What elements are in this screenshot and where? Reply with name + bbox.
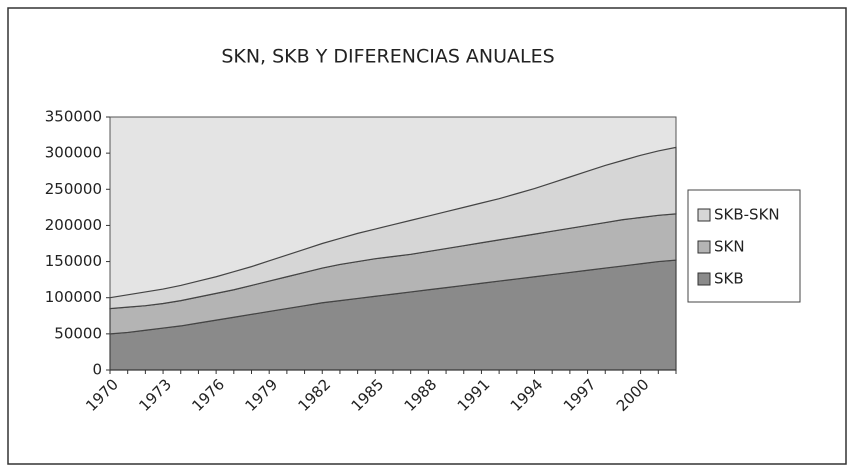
y-tick-label: 300000 xyxy=(45,144,102,162)
legend-label: SKB xyxy=(714,270,744,288)
y-tick-label: 0 xyxy=(92,361,102,379)
chart-title: SKN, SKB Y DIFERENCIAS ANUALES xyxy=(221,46,554,68)
y-tick-label: 50000 xyxy=(54,324,102,342)
y-tick-label: 100000 xyxy=(45,288,102,306)
y-tick-label: 350000 xyxy=(45,108,102,126)
legend-swatch xyxy=(697,208,711,222)
legend-label: SKN xyxy=(714,238,745,256)
area xyxy=(109,146,677,310)
legend-label: SKB-SKN xyxy=(714,206,780,224)
legend-swatch xyxy=(697,272,711,286)
y-tick-label: 200000 xyxy=(45,216,102,234)
y-tick-label: 250000 xyxy=(45,180,102,198)
legend-swatch xyxy=(697,240,711,254)
y-tick-label: 150000 xyxy=(45,252,102,270)
